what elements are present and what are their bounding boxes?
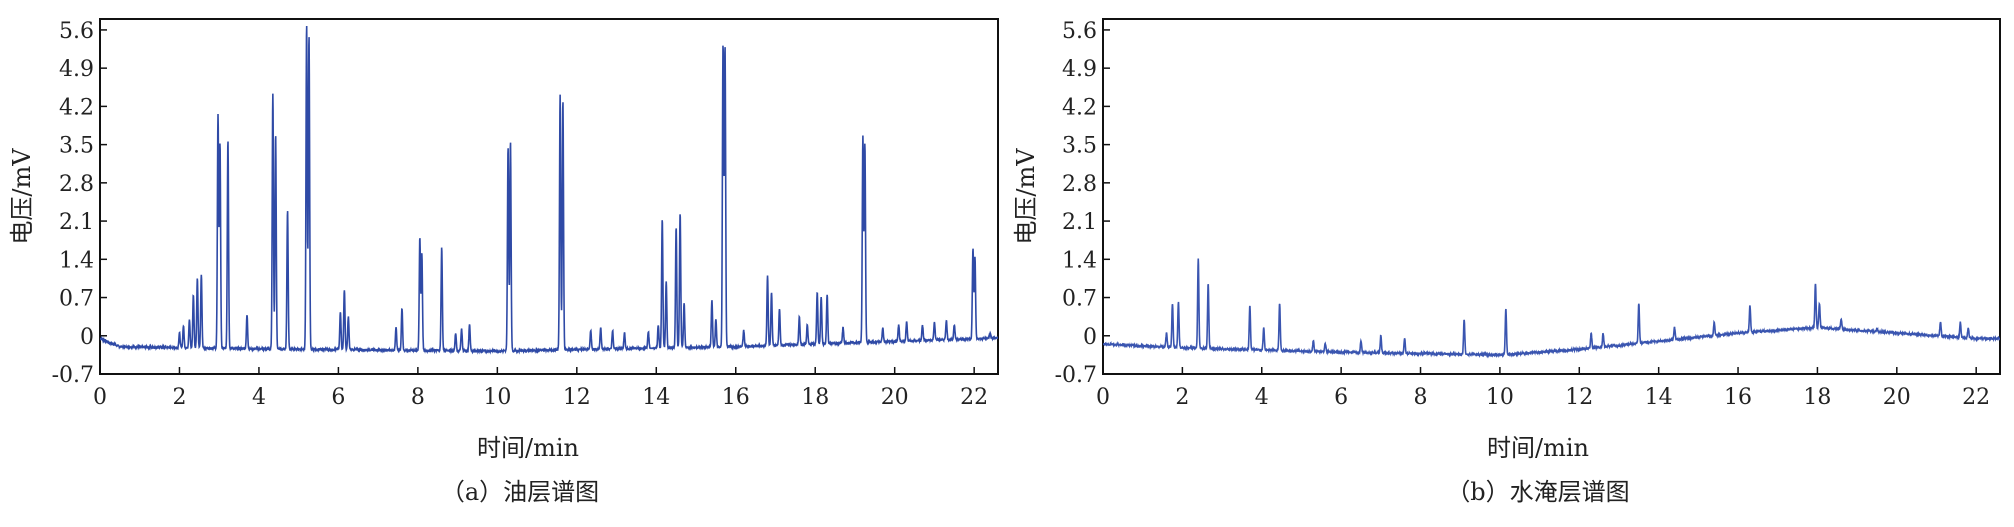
x-tick-label: 22 <box>1962 385 1990 410</box>
y-tick-label: 4.2 <box>59 95 94 120</box>
y-tick-label: 5.6 <box>1062 19 1097 44</box>
x-tick-label: 14 <box>642 385 670 410</box>
x-axis-label: 时间/min <box>1487 434 1589 462</box>
x-tick-label: 4 <box>1255 385 1269 410</box>
y-tick-label: 0.7 <box>1062 287 1097 312</box>
y-axis-label: 电压/mV <box>8 148 36 245</box>
y-tick-label: 1.4 <box>1062 248 1097 273</box>
y-tick-label: 4.9 <box>59 57 94 82</box>
y-tick-label: 3.5 <box>59 134 94 159</box>
y-tick-label: -0.7 <box>1055 363 1097 388</box>
x-tick-label: 18 <box>1803 385 1831 410</box>
y-tick-label: 1.4 <box>59 248 94 273</box>
x-axis-label: 时间/min <box>477 434 579 462</box>
y-tick-label: 0.7 <box>59 287 94 312</box>
x-tick-label: 6 <box>1334 385 1348 410</box>
x-tick-label: 10 <box>1486 385 1514 410</box>
y-tick-label: 2.8 <box>59 172 94 197</box>
plot-frame <box>1102 18 2001 375</box>
y-tick-label: 5.6 <box>59 19 94 44</box>
x-tick-label: 22 <box>960 385 988 410</box>
x-tick-label: 20 <box>881 385 909 410</box>
x-tick-label: 0 <box>93 385 107 410</box>
y-tick-label: 0 <box>1083 325 1097 350</box>
y-axis-label: 电压/mV <box>1012 148 1040 245</box>
x-tick-label: 14 <box>1645 385 1673 410</box>
panel-caption: （a）油层谱图 <box>441 478 599 506</box>
y-tick-label: 2.8 <box>1062 172 1097 197</box>
x-tick-label: 2 <box>1175 385 1189 410</box>
signal-trace <box>1103 258 2000 359</box>
x-tick-label: 20 <box>1883 385 1911 410</box>
y-tick-label: 2.1 <box>1062 210 1097 235</box>
x-tick-label: 6 <box>331 385 345 410</box>
y-tick-label: 4.2 <box>1062 95 1097 120</box>
x-tick-label: 12 <box>1565 385 1593 410</box>
x-tick-label: 0 <box>1096 385 1110 410</box>
panel-caption: （b）水淹层谱图 <box>1446 478 1629 506</box>
x-tick-label: 16 <box>722 385 750 410</box>
y-tick-label: 3.5 <box>1062 134 1097 159</box>
y-tick-label: 4.9 <box>1062 57 1097 82</box>
y-tick-label: -0.7 <box>52 363 94 388</box>
signal-trace <box>100 25 998 355</box>
x-tick-label: 10 <box>483 385 511 410</box>
plot-frame <box>99 18 999 375</box>
x-tick-label: 8 <box>1414 385 1428 410</box>
x-tick-label: 4 <box>252 385 266 410</box>
x-tick-label: 12 <box>563 385 591 410</box>
x-tick-label: 8 <box>411 385 425 410</box>
x-tick-label: 18 <box>801 385 829 410</box>
chart-flooded-layer: -0.700.71.42.12.83.54.24.95.60 2 4 6 8 10 12 14… <box>1012 18 2001 506</box>
y-tick-label: 0 <box>80 325 94 350</box>
x-tick-label: 2 <box>172 385 186 410</box>
x-tick-label: 16 <box>1724 385 1752 410</box>
chart-oil-layer: -0.700.71.42.12.83.54.24.95.60 2 4 6 8 10 12 14… <box>8 18 999 506</box>
y-tick-label: 2.1 <box>59 210 94 235</box>
